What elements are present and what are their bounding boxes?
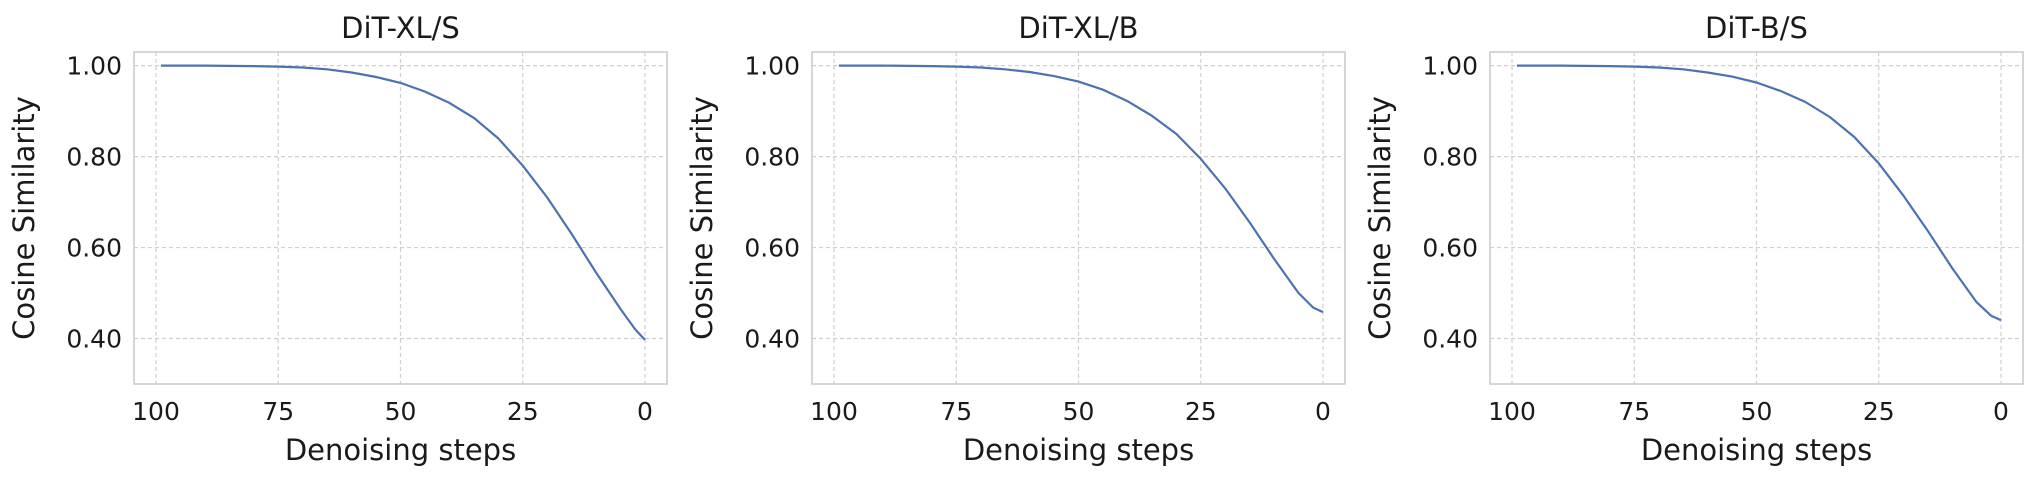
x-tick-label: 25 (507, 397, 539, 426)
x-tick-label: 75 (1618, 397, 1650, 426)
x-tick-label: 50 (1741, 397, 1773, 426)
chart-title: DiT-XL/S (341, 11, 460, 45)
chart-title: DiT-B/S (1705, 11, 1808, 45)
y-tick-label: 0.40 (744, 325, 800, 354)
y-axis-label: Cosine Similarity (7, 96, 41, 340)
x-tick-label: 75 (262, 397, 294, 426)
y-tick-label: 0.40 (66, 325, 122, 354)
y-tick-label: 1.00 (66, 52, 122, 81)
x-axis-label: Denoising steps (963, 433, 1194, 467)
x-tick-label: 100 (810, 397, 858, 426)
y-tick-label: 1.00 (1422, 52, 1478, 81)
y-tick-label: 0.80 (744, 143, 800, 172)
y-tick-label: 1.00 (744, 52, 800, 81)
chart-panel-1: 100 75 50 25 0 0.40 0.60 0.80 1.00 DiT-XL/S Denois… (7, 11, 668, 467)
series-line (1516, 64, 2002, 322)
x-tick-label: 75 (940, 397, 972, 426)
y-tick-label: 0.40 (1422, 325, 1478, 354)
y-tick-label: 0.60 (744, 234, 800, 263)
x-tick-label: 0 (1993, 397, 2009, 426)
x-axis-label: Denoising steps (285, 433, 516, 467)
y-tick-label: 0.60 (66, 234, 122, 263)
y-tick-label: 0.80 (66, 143, 122, 172)
x-tick-label: 50 (385, 397, 417, 426)
x-tick-label: 50 (1063, 397, 1095, 426)
chart-panel-3: 100 75 50 25 0 0.40 0.60 0.80 1.00 DiT-B/S Denoisi… (1363, 11, 2024, 467)
series-line (838, 64, 1324, 314)
chart-panel-2: 100 75 50 25 0 0.40 0.60 0.80 1.00 DiT-XL/B Denois… (685, 11, 1346, 467)
x-tick-label: 25 (1185, 397, 1217, 426)
x-tick-label: 100 (132, 397, 180, 426)
y-tick-label: 0.60 (1422, 234, 1478, 263)
series-line (160, 64, 646, 341)
y-axis-label: Cosine Similarity (685, 96, 719, 340)
x-tick-label: 100 (1488, 397, 1536, 426)
chart-title: DiT-XL/B (1018, 11, 1138, 45)
y-tick-label: 0.80 (1422, 143, 1478, 172)
x-tick-label: 25 (1863, 397, 1895, 426)
y-axis-label: Cosine Similarity (1363, 96, 1397, 340)
x-tick-label: 0 (1315, 397, 1331, 426)
x-axis-label: Denoising steps (1641, 433, 1872, 467)
x-tick-label: 0 (637, 397, 653, 426)
